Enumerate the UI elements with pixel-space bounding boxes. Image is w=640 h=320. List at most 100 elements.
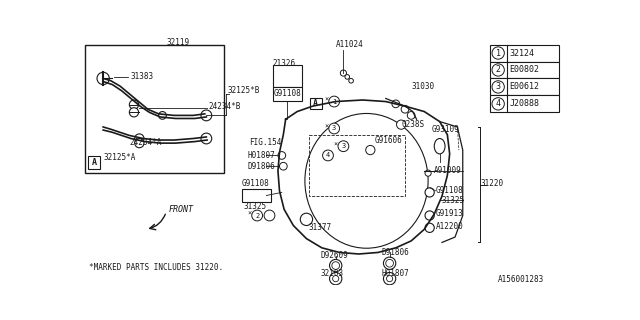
Text: 24234*B: 24234*B [209, 102, 241, 111]
Text: ×: × [324, 97, 328, 103]
Bar [490, 44, 559, 61]
Circle shape [397, 120, 406, 129]
Bar [273, 65, 302, 87]
Circle shape [264, 210, 275, 221]
Circle shape [365, 145, 375, 155]
Circle shape [329, 123, 340, 134]
Bar [88, 156, 100, 169]
Bar [242, 188, 271, 203]
Circle shape [280, 162, 287, 170]
Text: ×: × [247, 211, 252, 217]
Circle shape [425, 170, 431, 176]
Circle shape [386, 260, 394, 267]
Bar [310, 99, 322, 109]
Circle shape [492, 64, 504, 76]
Text: A12200: A12200 [436, 222, 463, 231]
Circle shape [492, 98, 504, 110]
Circle shape [135, 139, 144, 148]
Text: G91606: G91606 [374, 136, 402, 145]
Text: 32103: 32103 [320, 269, 344, 278]
Text: G91108: G91108 [242, 179, 269, 188]
Text: 31325: 31325 [441, 196, 464, 204]
Text: 2: 2 [495, 66, 500, 75]
Text: 32125*A: 32125*A [103, 153, 136, 162]
Circle shape [383, 273, 396, 285]
Text: D91806: D91806 [247, 162, 275, 171]
Text: H01807: H01807 [247, 151, 275, 160]
Text: G93109: G93109 [432, 125, 460, 134]
Text: 31030: 31030 [411, 82, 435, 91]
Ellipse shape [305, 114, 428, 248]
Circle shape [135, 134, 144, 143]
Bar [86, 44, 224, 173]
Text: ×: × [333, 142, 338, 148]
Text: 3: 3 [495, 83, 500, 92]
Text: A: A [92, 158, 97, 167]
Circle shape [333, 276, 339, 282]
Text: 21326: 21326 [273, 59, 296, 68]
Circle shape [329, 96, 340, 107]
Circle shape [407, 112, 415, 119]
Text: A11024: A11024 [336, 40, 364, 49]
Text: 31377: 31377 [308, 222, 332, 232]
Circle shape [492, 47, 504, 59]
Circle shape [392, 100, 399, 108]
Text: A91009: A91009 [435, 166, 462, 175]
Bar [273, 87, 302, 101]
Text: J20888: J20888 [509, 99, 540, 108]
Text: D91806: D91806 [382, 248, 410, 257]
Text: G91108: G91108 [273, 89, 301, 98]
Text: 1: 1 [495, 49, 500, 58]
Text: FRONT: FRONT [168, 205, 194, 214]
Text: D92609: D92609 [320, 251, 348, 260]
Bar [490, 78, 559, 95]
Text: 32124: 32124 [509, 49, 535, 58]
Bar [490, 61, 559, 78]
Text: 3: 3 [341, 143, 346, 149]
Circle shape [330, 260, 342, 272]
Text: 0238S: 0238S [401, 120, 424, 129]
Circle shape [332, 262, 340, 269]
Text: 31220: 31220 [481, 179, 504, 188]
Circle shape [401, 105, 409, 113]
Text: G91913: G91913 [436, 210, 463, 219]
Text: H01807: H01807 [382, 269, 410, 278]
Text: FIG.154: FIG.154 [250, 138, 282, 147]
Circle shape [201, 110, 212, 121]
Text: ×: × [324, 124, 328, 130]
Text: *MARKED PARTS INCLUDES 31220.: *MARKED PARTS INCLUDES 31220. [90, 263, 223, 272]
Circle shape [129, 108, 139, 117]
Circle shape [323, 150, 333, 161]
Circle shape [492, 81, 504, 93]
Text: A: A [313, 99, 318, 108]
Circle shape [129, 100, 139, 109]
Text: 2: 2 [255, 212, 259, 219]
Circle shape [425, 211, 435, 220]
Text: E00612: E00612 [509, 83, 540, 92]
Text: 3: 3 [332, 125, 336, 132]
Text: 32125*B: 32125*B [228, 86, 260, 95]
Circle shape [340, 70, 346, 76]
Bar [308, 135, 405, 196]
Text: 32119: 32119 [166, 38, 189, 47]
Text: E00802: E00802 [509, 66, 540, 75]
Circle shape [338, 141, 349, 152]
Circle shape [345, 75, 349, 79]
Circle shape [349, 78, 353, 83]
Bar [490, 95, 559, 112]
Circle shape [387, 276, 393, 282]
Circle shape [278, 152, 285, 159]
Text: 31325: 31325 [243, 202, 266, 211]
Circle shape [252, 210, 262, 221]
Circle shape [159, 112, 166, 119]
Text: A156001283: A156001283 [497, 275, 543, 284]
Circle shape [300, 213, 312, 226]
Text: G91108: G91108 [436, 186, 463, 195]
Text: 1: 1 [332, 99, 336, 105]
Circle shape [383, 257, 396, 269]
Circle shape [425, 223, 435, 232]
Circle shape [330, 273, 342, 285]
Circle shape [425, 188, 435, 197]
Text: 4: 4 [495, 99, 500, 108]
Circle shape [97, 72, 109, 84]
